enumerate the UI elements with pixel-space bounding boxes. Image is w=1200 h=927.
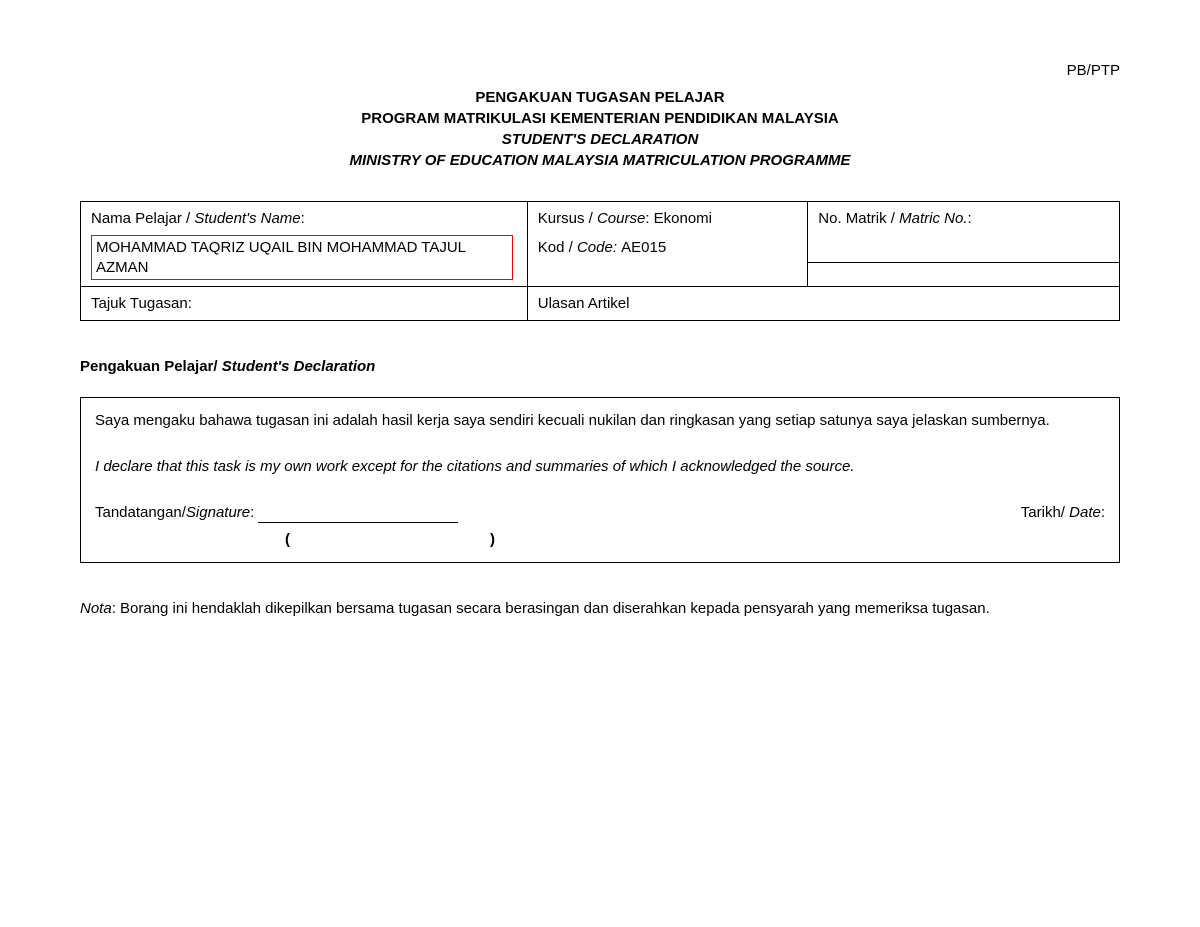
document-header: PENGAKUAN TUGASAN PELAJAR PROGRAM MATRIK… [80, 87, 1120, 171]
nota-body: : Borang ini hendaklah dikepilkan bersam… [112, 600, 990, 617]
label-signature-my: Tandatangan/ [95, 502, 186, 523]
label-date-en: Date [1069, 504, 1101, 521]
label-student-name-en: Student's Name [194, 210, 300, 227]
label-matric-en: Matric No. [899, 210, 967, 227]
label-student-name-my: Nama Pelajar / [91, 210, 194, 227]
header-line-3: STUDENT'S DECLARATION [80, 129, 1120, 150]
declaration-text-my: Saya mengaku bahawa tugasan ini adalah h… [95, 410, 1105, 431]
date-colon: : [1101, 504, 1105, 521]
label-task-title: Tajuk Tugasan: [91, 295, 192, 312]
declaration-text-en: I declare that this task is my own work … [95, 456, 1105, 477]
code-value: AE015 [621, 239, 666, 256]
student-info-table: Nama Pelajar / Student's Name: MOHAMMAD … [80, 201, 1120, 321]
signature-row: Tandatangan/ Signature: Tarikh/ Date: [95, 502, 1105, 523]
nota-text: Nota: Borang ini hendaklah dikepilkan be… [80, 598, 1120, 619]
header-line-4: MINISTRY OF EDUCATION MALAYSIA MATRICULA… [80, 150, 1120, 171]
date-block: Tarikh/ Date: [1021, 502, 1105, 523]
cell-course: Kursus / Course: Ekonomi Kod / Code: AE0… [527, 202, 808, 287]
section-header-my: Pengakuan Pelajar/ [80, 358, 222, 375]
task-title-value: Ulasan Artikel [538, 295, 630, 312]
signature-line [258, 522, 458, 523]
label-course-en: Course [597, 210, 645, 227]
form-code: PB/PTP [80, 60, 1120, 81]
student-name-value-box: MOHAMMAD TAQRIZ UQAIL BIN MOHAMMAD TAJUL… [91, 235, 513, 280]
signature-left: Tandatangan/ Signature: [95, 502, 458, 523]
label-signature-en: Signature [186, 502, 250, 523]
label-code-en: Code: [577, 239, 621, 256]
section-declaration-header: Pengakuan Pelajar/ Student's Declaration [80, 356, 1120, 377]
cell-student-name: Nama Pelajar / Student's Name: MOHAMMAD … [81, 202, 528, 287]
open-paren: ( [285, 531, 290, 548]
course-value: : Ekonomi [645, 210, 712, 227]
cell-matric-empty [808, 263, 1120, 287]
signature-name-row: () [285, 529, 1105, 550]
matric-value: : [967, 210, 971, 227]
cell-task-title-value: Ulasan Artikel [527, 287, 1119, 321]
cell-task-title-label: Tajuk Tugasan: [81, 287, 528, 321]
signature-colon: : [250, 502, 254, 523]
label-code-my: Kod / [538, 239, 577, 256]
label-course-my: Kursus / [538, 210, 597, 227]
student-name-value: MOHAMMAD TAQRIZ UQAIL BIN MOHAMMAD TAJUL… [96, 239, 465, 276]
header-line-2: PROGRAM MATRIKULASI KEMENTERIAN PENDIDIK… [80, 108, 1120, 129]
header-line-1: PENGAKUAN TUGASAN PELAJAR [80, 87, 1120, 108]
declaration-box: Saya mengaku bahawa tugasan ini adalah h… [80, 397, 1120, 563]
cell-matric: No. Matrik / Matric No.: [808, 202, 1120, 263]
label-date-my: Tarikh/ [1021, 504, 1069, 521]
section-header-en: Student's Declaration [222, 358, 376, 375]
close-paren: ) [490, 531, 495, 548]
label-matric-my: No. Matrik / [818, 210, 899, 227]
nota-label: Nota [80, 600, 112, 617]
label-colon: : [301, 210, 305, 227]
